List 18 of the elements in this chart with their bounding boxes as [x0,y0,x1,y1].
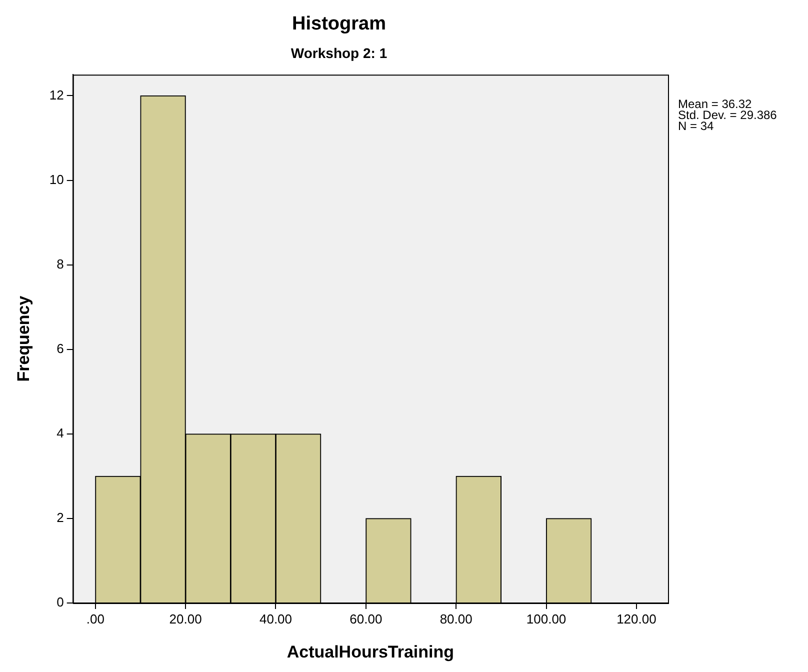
x-tick-label: 20.00 [169,611,202,626]
x-tick-label: 80.00 [440,611,472,626]
chart-title: Histogram [292,14,386,35]
x-axis-title: ActualHoursTraining [286,642,454,662]
y-tick-label: 12 [49,87,64,102]
chart-subtitle: Workshop 2: 1 [290,45,388,62]
y-tick-label: 4 [56,425,64,440]
y-tick-label: 6 [56,340,64,356]
x-tick-label: .00 [86,611,104,626]
y-tick-label: 8 [56,256,64,272]
y-tick-label: 0 [56,594,64,610]
x-tick-label: 100.00 [526,611,566,626]
y-axis-title: Frequency [14,295,33,382]
x-tick-label: 60.00 [350,611,382,626]
y-tick-label: 2 [56,510,64,526]
y-tick-label: 10 [49,172,64,187]
x-tick-label: 40.00 [259,611,292,626]
x-tick-label: 120.00 [616,611,656,626]
